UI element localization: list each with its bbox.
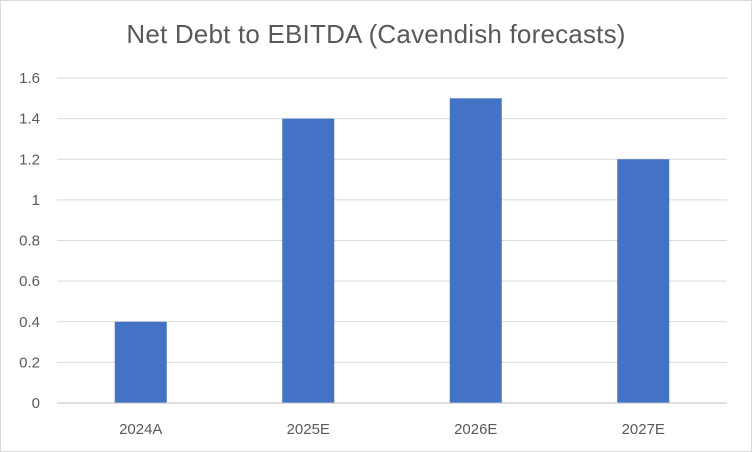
x-tick-label: 2026E: [454, 421, 497, 438]
y-tick-label: 1: [32, 192, 40, 209]
x-tick-label: 2025E: [287, 421, 330, 438]
y-tick-label: 1.4: [19, 111, 40, 128]
bar-2024A: [114, 321, 167, 403]
y-tick-label: 0.8: [19, 233, 40, 250]
x-tick-label: 2024A: [119, 421, 162, 438]
y-tick-label: 1.6: [19, 70, 40, 87]
y-tick-label: 1.2: [19, 151, 40, 168]
y-tick-label: 0.4: [19, 314, 40, 331]
bar-2025E: [282, 118, 335, 403]
bar-2027E: [617, 159, 670, 403]
y-tick-label: 0: [32, 395, 40, 412]
bar-2026E: [449, 98, 502, 403]
gridlines: [57, 77, 727, 363]
y-tick-label: 0.2: [19, 354, 40, 371]
chart-title: Net Debt to EBITDA (Cavendish forecasts): [126, 19, 626, 49]
bars: [114, 98, 670, 403]
axes: 0 0.2 0.4 0.6 0.8 1 1.2 1.4 1.6 2024A 2025E 2026E 20…: [19, 70, 727, 438]
y-tick-label: 0.6: [19, 273, 40, 290]
x-tick-label: 2027E: [622, 421, 665, 438]
